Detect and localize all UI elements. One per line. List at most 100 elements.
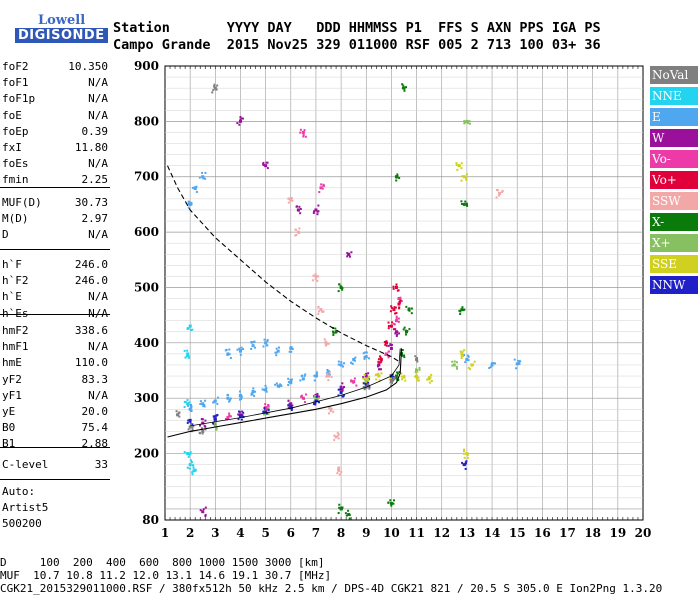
data-point (226, 396, 230, 400)
data-point (187, 327, 190, 330)
data-point (188, 401, 191, 404)
param-separator (0, 249, 110, 250)
y-tick-label: 300 (134, 391, 159, 405)
data-point (215, 428, 218, 431)
data-point (460, 179, 463, 182)
data-point (398, 177, 401, 180)
digisonde-logo: Lowell DIGISONDE (0, 8, 110, 52)
data-point (190, 461, 193, 464)
data-point (275, 347, 278, 350)
data-point (186, 399, 189, 402)
x-tick-label: 15 (509, 526, 526, 540)
data-point (363, 355, 366, 358)
data-point (489, 366, 492, 369)
data-point (264, 384, 267, 387)
data-point (212, 401, 215, 404)
param-key: foE (2, 108, 22, 122)
data-point (340, 388, 343, 391)
data-point (321, 187, 324, 190)
param-row: B1 2.88 (2, 437, 108, 451)
param-key: h`E (2, 290, 22, 304)
data-point (392, 375, 395, 378)
data-point (252, 387, 255, 390)
param-value: N/A (88, 306, 108, 320)
data-point (317, 310, 320, 313)
data-point (387, 325, 390, 328)
data-point (395, 377, 398, 380)
data-point (403, 374, 406, 377)
data-point (199, 400, 202, 403)
data-point (202, 405, 205, 408)
data-point (214, 415, 217, 418)
data-point (200, 418, 203, 421)
x-tick-label: 2 (186, 526, 194, 540)
param-key: h`Es (2, 306, 29, 320)
data-point (204, 514, 207, 517)
param-key: fmin (2, 173, 29, 187)
data-point (465, 460, 468, 463)
data-point (262, 411, 265, 414)
data-point (384, 341, 387, 344)
param-value: N/A (88, 228, 108, 242)
data-point (287, 383, 290, 386)
data-point (212, 85, 215, 88)
data-point (228, 412, 231, 415)
param-key: hmE (2, 356, 22, 370)
data-point (501, 189, 504, 192)
x-tick-label: 5 (261, 526, 269, 540)
data-point (288, 197, 291, 200)
data-point (414, 370, 417, 373)
data-point (261, 388, 264, 391)
data-point (189, 459, 192, 462)
param-row: yE 20.0 (2, 405, 108, 419)
param-separator (0, 187, 110, 188)
data-point (399, 299, 402, 302)
data-point (395, 312, 398, 315)
data-point (417, 376, 420, 379)
param-value: 75.4 (81, 421, 109, 435)
data-point (362, 352, 365, 355)
data-point (394, 306, 397, 309)
data-point (203, 424, 206, 427)
data-point (466, 456, 469, 459)
data-point (467, 359, 470, 362)
data-point (498, 194, 501, 197)
data-point (468, 368, 471, 371)
data-point (186, 327, 189, 330)
footer: D 100 200 400 600 800 1000 1500 3000 [km… (0, 556, 662, 595)
data-point (494, 362, 497, 365)
data-point (462, 175, 466, 179)
data-point (188, 467, 191, 470)
x-tick-label: 20 (635, 526, 652, 540)
data-point (262, 345, 265, 348)
data-point (262, 163, 265, 166)
data-point (318, 191, 321, 194)
data-point (465, 202, 468, 205)
y-tick-label: 400 (134, 336, 159, 350)
param-key: hmF1 (2, 340, 29, 354)
param-row: hmF2 338.6 (2, 324, 108, 338)
data-point (463, 121, 466, 124)
data-point (304, 393, 307, 396)
data-point (215, 414, 218, 417)
data-point (324, 341, 328, 345)
legend-item: X+ (650, 234, 698, 252)
data-point (400, 378, 403, 381)
data-point (492, 362, 495, 365)
data-point (416, 379, 419, 382)
data-point (186, 402, 190, 406)
data-point (390, 343, 393, 346)
data-point (178, 411, 181, 414)
data-point (228, 414, 231, 417)
data-point (389, 499, 392, 502)
param-separator (0, 314, 110, 315)
param-row: yF2 83.3 (2, 373, 108, 387)
data-point (390, 384, 393, 387)
data-point (290, 346, 293, 349)
data-point (228, 353, 231, 356)
data-point (377, 364, 380, 367)
param-value: N/A (88, 108, 108, 122)
data-point (186, 452, 190, 456)
data-point (192, 425, 195, 428)
param-key: D (2, 228, 9, 242)
